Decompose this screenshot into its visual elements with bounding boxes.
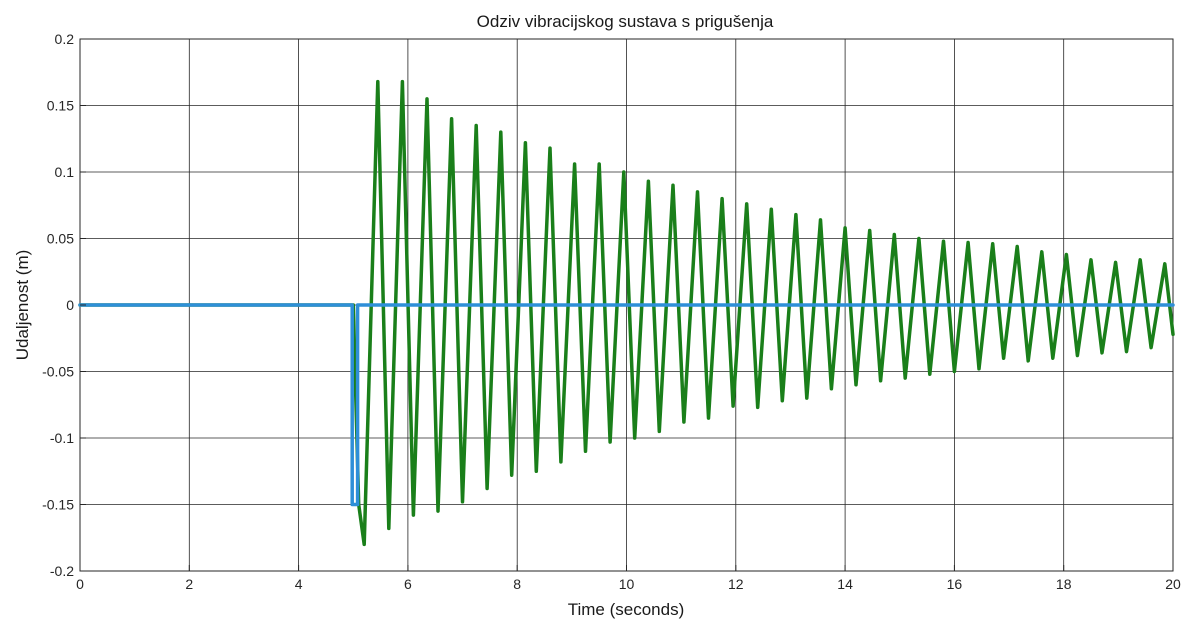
series-line-2	[78, 303, 1175, 507]
x-tick-label: 12	[728, 576, 744, 592]
y-tick-label: -0.1	[50, 430, 74, 446]
x-tick-label: 20	[1165, 576, 1181, 592]
y-tick-label: -0.2	[50, 563, 74, 579]
y-tick-label: 0.2	[55, 31, 75, 47]
series-group	[78, 79, 1175, 547]
x-tick-label: 10	[619, 576, 635, 592]
chart-title: Odziv vibracijskog sustava s prigušenja	[477, 12, 774, 31]
y-tick-label: 0.15	[47, 98, 74, 114]
x-axis-ticks: 0 2 4 6 8 10 12 14 16 18 20	[76, 565, 1181, 592]
y-tick-label: -0.05	[42, 364, 74, 380]
x-tick-label: 6	[404, 576, 412, 592]
x-tick-label: 14	[837, 576, 853, 592]
x-tick-label: 18	[1056, 576, 1072, 592]
x-tick-label: 8	[513, 576, 521, 592]
x-axis-label: Time (seconds)	[568, 600, 685, 619]
y-axis-label: Udaljenost (m)	[13, 250, 32, 361]
x-tick-label: 16	[947, 576, 963, 592]
x-tick-label: 4	[295, 576, 303, 592]
y-tick-label: 0.05	[47, 231, 74, 247]
y-axis-ticks: 0.2 0.15 0.1 0.05 0 -0.05 -0.1 -0.15 -0.2	[42, 31, 86, 579]
y-tick-label: 0.1	[55, 164, 75, 180]
y-tick-label: -0.15	[42, 497, 74, 513]
x-tick-label: 0	[76, 576, 84, 592]
y-tick-label: 0	[66, 297, 74, 313]
x-tick-label: 2	[185, 576, 193, 592]
